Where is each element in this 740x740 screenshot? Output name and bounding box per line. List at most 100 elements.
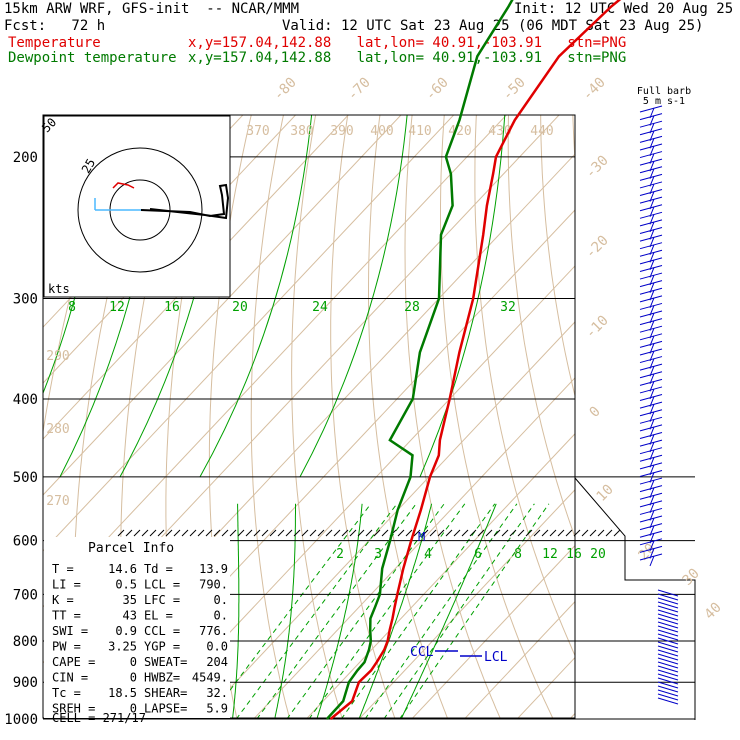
hatch-mark: [341, 529, 349, 537]
parcel-row-label: Tc =: [52, 686, 81, 700]
hatch-mark: [517, 529, 525, 537]
pressure-tick-label: 700: [13, 587, 38, 603]
pressure-tick-label: 1000: [4, 712, 38, 728]
dry-adiabat-label: 440: [530, 124, 553, 139]
parcel-row-value: 4549.: [192, 671, 228, 685]
wind-barb: [649, 555, 655, 567]
parcel-row-value: 0.0: [206, 640, 228, 654]
barb-frame: [574, 477, 696, 720]
isotherm-label: -30: [583, 153, 612, 182]
init-time: Init: 12 UTC Wed 20 Aug 25: [514, 1, 734, 17]
moist-adiabat-label: 12: [109, 300, 125, 315]
moist-adiabat-line: [358, 503, 433, 718]
moist-adiabat-line: [401, 503, 497, 718]
hatch-mark: [181, 529, 189, 537]
hatch-mark: [261, 529, 269, 537]
wind-barb: [639, 173, 663, 181]
plot-frame: [42, 114, 576, 719]
ccl-marker-label: CCL: [410, 645, 434, 660]
isotherm-line: [43, 115, 297, 384]
wind-barb: [639, 264, 663, 272]
hatch-mark: [269, 529, 277, 537]
hatch-mark: [309, 529, 317, 537]
parcel-row-label: LI =: [52, 578, 81, 592]
parcel-row-label: T =: [52, 562, 74, 576]
wind-barb: [657, 677, 679, 685]
hodograph-units-label: kts: [48, 282, 70, 296]
wind-barb: [639, 538, 663, 546]
temperature-legend-info: x,y=157.04,142.88 lat,lon= 40.91,-103.91…: [188, 35, 627, 51]
wind-barb: [657, 697, 679, 705]
hatch-mark: [437, 529, 445, 537]
wind-barb: [639, 204, 663, 212]
hatch-mark: [469, 529, 477, 537]
hatch-mark: [237, 529, 245, 537]
hatch-mark: [349, 529, 357, 537]
dry-adiabat-line: [507, 115, 575, 539]
hatch-mark: [581, 529, 589, 537]
parcel-row-value: 204: [206, 655, 228, 669]
moist-adiabat-label: 32: [500, 300, 516, 315]
dry-adiabat-label: 280: [46, 422, 69, 437]
wind-barb: [639, 105, 663, 113]
parcel-row-label: LCL =: [144, 578, 180, 592]
hatch-mark: [373, 529, 381, 537]
parcel-row-label: PW =: [52, 640, 81, 654]
wind-barb: [657, 629, 679, 637]
wind-barb: [657, 609, 679, 617]
hatch-mark: [357, 529, 365, 537]
isotherm-label: -50: [500, 75, 529, 104]
moist-adiabat-line: [199, 115, 313, 478]
dry-adiabat-line: [291, 115, 343, 718]
hatch-mark: [301, 529, 309, 537]
wind-barb: [639, 462, 663, 470]
mixing-ratio-line: [399, 503, 550, 718]
parcel-row-label: HWBZ=: [144, 671, 180, 685]
wind-barb: [639, 219, 663, 227]
wind-barb: [639, 340, 663, 348]
wind-barb: [639, 272, 663, 280]
moist-adiabat-label: 24: [312, 300, 328, 315]
wind-barb: [657, 669, 679, 677]
wind-barb: [639, 333, 663, 341]
parcel-row-value: 0.9: [115, 624, 137, 638]
isotherm-label: 30: [680, 566, 703, 589]
hatch-mark: [453, 529, 461, 537]
parcel-row-value: 35: [123, 593, 137, 607]
wind-barb: [639, 492, 663, 500]
parcel-row-label: YGP =: [144, 640, 180, 654]
dry-adiabat-line: [404, 115, 501, 718]
wind-barb: [657, 613, 679, 621]
model-title: 15km ARW WRF, GFS-init -- NCAR/MMM: [4, 1, 300, 17]
wind-barb: [639, 249, 663, 257]
dry-adiabat-line: [474, 115, 575, 657]
parcel-row-value: 0: [130, 655, 137, 669]
wind-barb: [639, 128, 663, 136]
wind-barb: [639, 386, 663, 394]
wind-barb: [657, 653, 679, 661]
wind-barb: [657, 617, 679, 625]
parcel-row-label: K =: [52, 593, 74, 607]
hatch-mark: [477, 529, 485, 537]
wind-barb: [639, 409, 663, 417]
mixing-ratio-label: 8: [514, 547, 522, 562]
isotherm-line: [411, 544, 575, 718]
barb-legend-label: Full barb: [637, 86, 691, 97]
hatch-mark: [509, 529, 517, 537]
mixing-ratio-line: [286, 503, 445, 718]
wind-barb: [639, 363, 663, 371]
wind-barb: [639, 302, 663, 310]
isotherm-line: [43, 115, 244, 328]
wind-barb: [639, 151, 663, 159]
hatch-mark: [253, 529, 261, 537]
isotherm-label: -10: [583, 313, 612, 342]
hatch-mark: [157, 529, 165, 537]
temperature-legend-label: Temperature: [8, 35, 101, 51]
wind-barb: [639, 287, 663, 295]
wind-barb: [639, 424, 663, 432]
wind-barb: [639, 432, 663, 439]
mixing-ratio-line: [208, 503, 372, 718]
hatch-mark: [397, 529, 405, 537]
dry-adiabat-label: 270: [46, 494, 69, 509]
